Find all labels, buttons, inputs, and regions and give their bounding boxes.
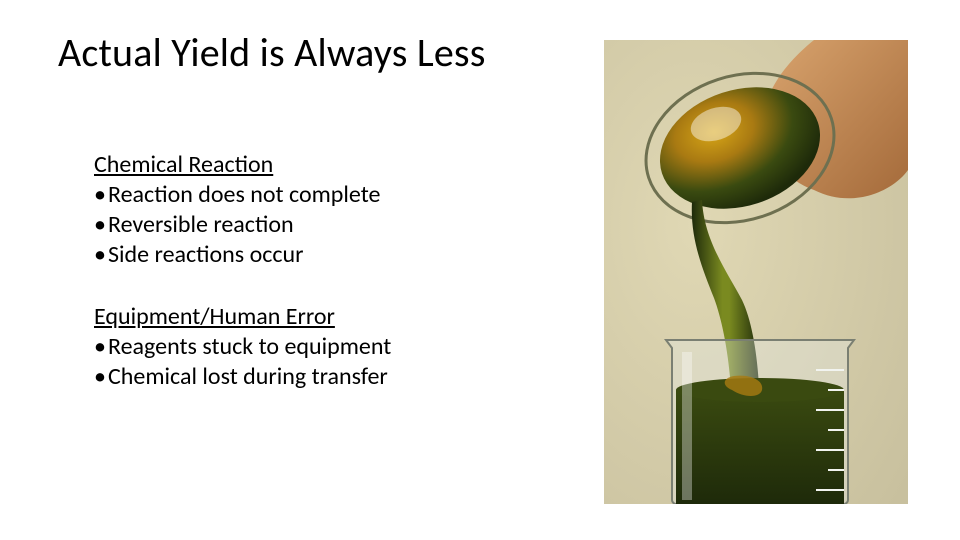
bullet-text: Chemical lost during transfer bbox=[108, 362, 388, 391]
bullet-dot-icon: • bbox=[94, 210, 108, 240]
bullet-text: Reaction does not complete bbox=[108, 180, 380, 209]
bullet-item: •Side reactions occur bbox=[94, 240, 534, 270]
bullet-dot-icon: • bbox=[94, 362, 108, 392]
bullet-item: •Reagents stuck to equipment bbox=[94, 332, 534, 362]
figure-pouring-oil bbox=[604, 40, 908, 504]
slide-title: Actual Yield is Always Less bbox=[58, 28, 486, 77]
bullet-item: •Reversible reaction bbox=[94, 210, 534, 240]
bullet-text: Reversible reaction bbox=[108, 210, 294, 239]
bullet-dot-icon: • bbox=[94, 240, 108, 270]
bullet-item: •Chemical lost during transfer bbox=[94, 362, 534, 392]
bullet-item: •Reaction does not complete bbox=[94, 180, 534, 210]
beaker bbox=[666, 340, 854, 504]
section-heading-2: Equipment/Human Error bbox=[94, 302, 534, 332]
section-heading-1: Chemical Reaction bbox=[94, 150, 534, 180]
bullet-dot-icon: • bbox=[94, 332, 108, 362]
bullet-dot-icon: • bbox=[94, 180, 108, 210]
bullet-text: Side reactions occur bbox=[108, 240, 304, 269]
bullet-text: Reagents stuck to equipment bbox=[108, 332, 391, 361]
figure-illustration bbox=[604, 40, 908, 504]
slide: Actual Yield is Always Less Chemical Rea… bbox=[0, 0, 960, 540]
slide-body: Chemical Reaction •Reaction does not com… bbox=[94, 150, 534, 392]
